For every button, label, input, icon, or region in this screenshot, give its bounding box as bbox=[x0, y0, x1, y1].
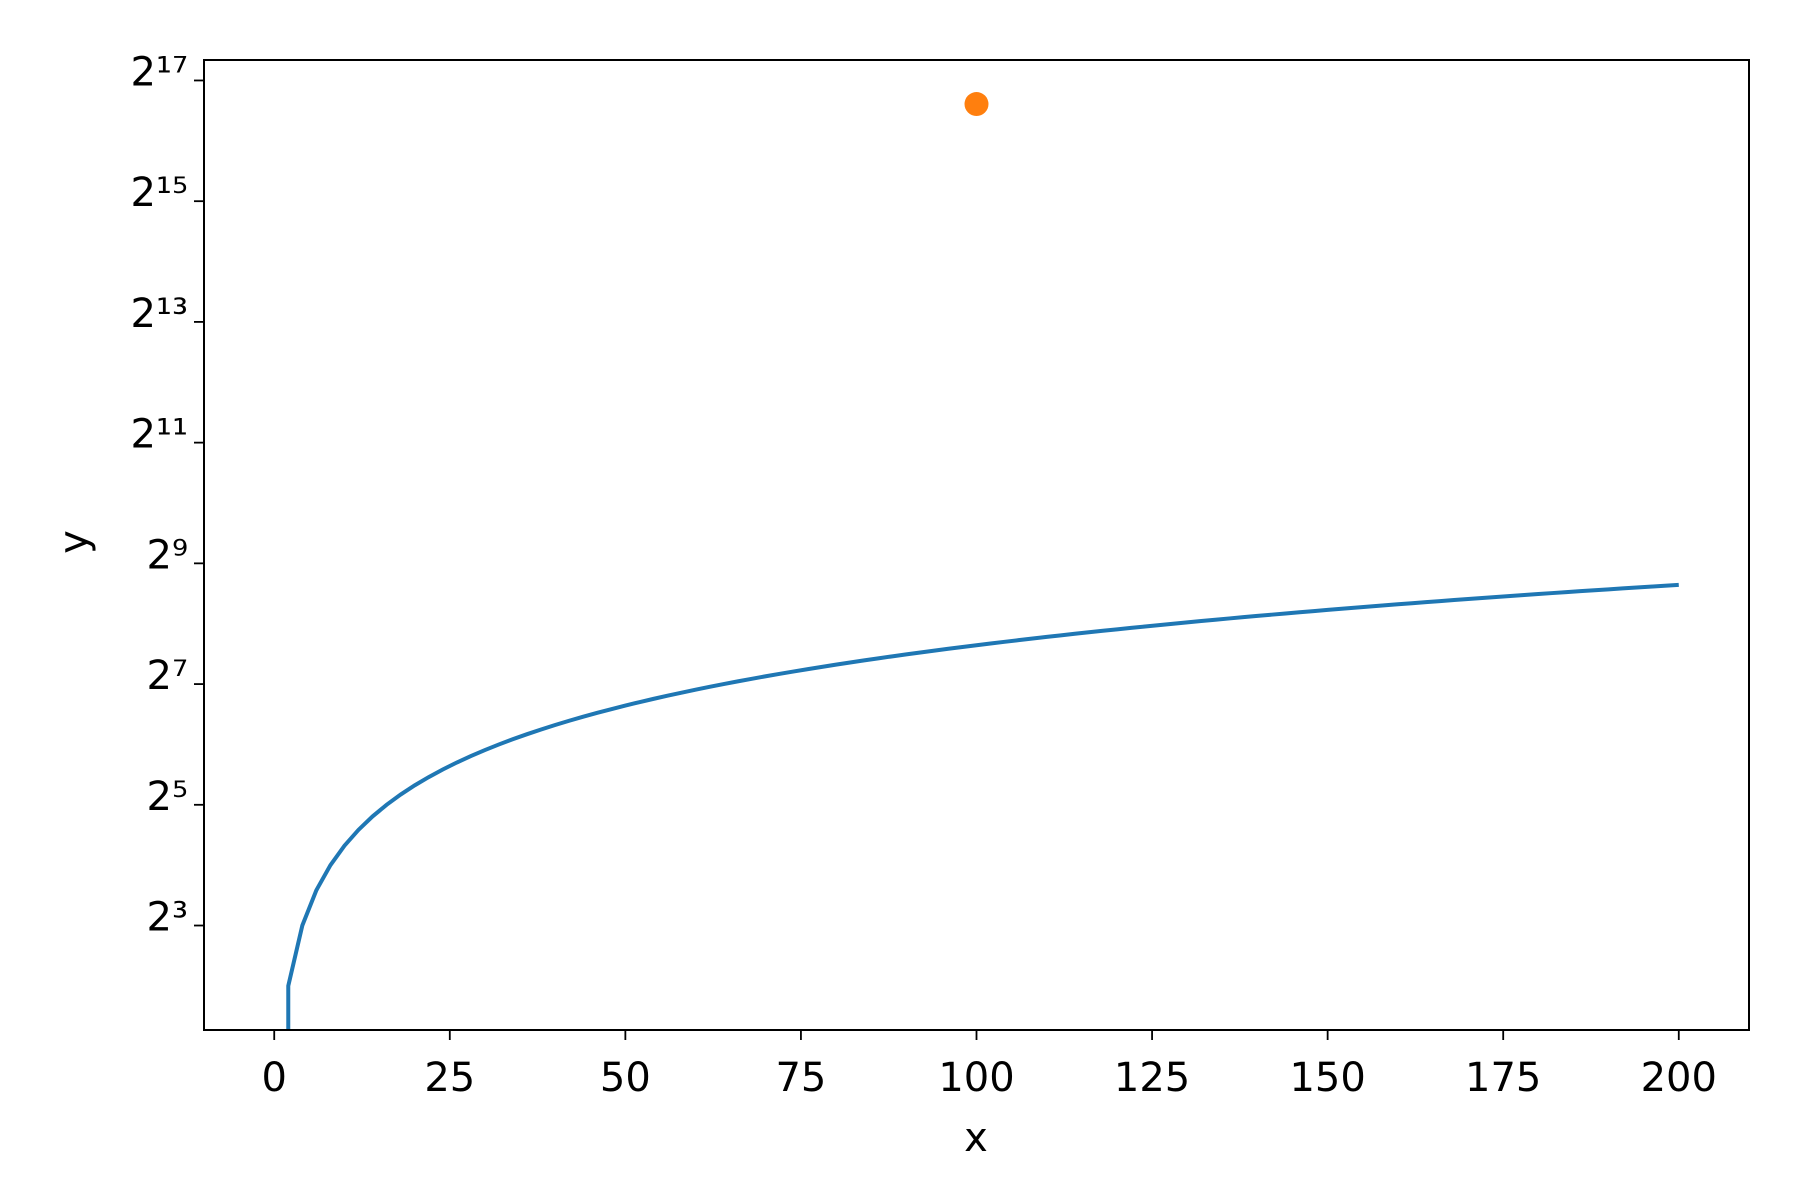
y-tick-label: 2¹¹ bbox=[130, 412, 188, 458]
x-tick-label: 175 bbox=[1465, 1055, 1541, 1101]
x-tick-label: 75 bbox=[775, 1055, 826, 1101]
line-series bbox=[286, 582, 1679, 1030]
y-tick-label: 2¹³ bbox=[130, 291, 188, 337]
y-tick-label: 2¹⁷ bbox=[130, 49, 188, 95]
y-tick-label: 2¹⁵ bbox=[130, 170, 188, 216]
y-axis-label: y bbox=[51, 530, 97, 554]
x-tick-label: 125 bbox=[1114, 1055, 1190, 1101]
x-tick-label: 200 bbox=[1641, 1055, 1717, 1101]
x-tick-label: 50 bbox=[600, 1055, 651, 1101]
x-tick-label: 150 bbox=[1289, 1055, 1365, 1101]
x-tick-label: 100 bbox=[938, 1055, 1014, 1101]
y-tick-label: 2⁹ bbox=[147, 532, 188, 578]
scatter-point bbox=[964, 92, 989, 117]
y-tick-label: 2⁵ bbox=[147, 774, 188, 820]
x-tick-label: 25 bbox=[424, 1055, 475, 1101]
x-axis-label: x bbox=[964, 1115, 988, 1161]
y-tick-label: 2³ bbox=[147, 895, 188, 941]
x-tick-label: 0 bbox=[262, 1055, 287, 1101]
plot-frame bbox=[203, 59, 1750, 1031]
y-tick-label: 2⁷ bbox=[147, 653, 188, 699]
